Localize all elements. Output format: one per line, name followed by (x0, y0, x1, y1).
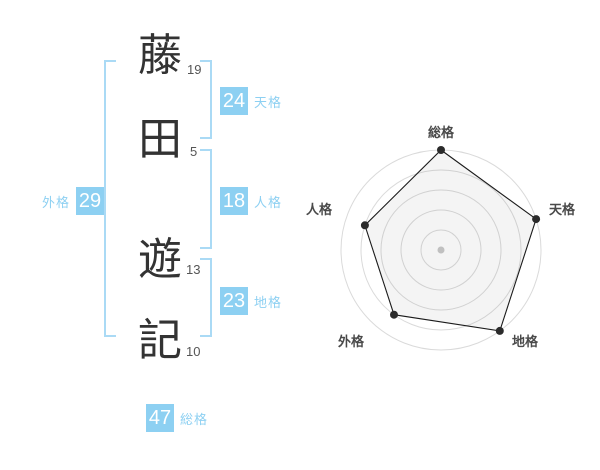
gaikaku-badge: 29 (76, 187, 105, 215)
tenkaku-bracket (200, 60, 212, 139)
radar-grid-ring (360, 169, 522, 331)
name-character: 田 (138, 115, 182, 164)
chikaku-label: 地格 (254, 294, 283, 310)
gaikaku-score: 外格 29 (42, 187, 105, 215)
radar-data-point (532, 215, 541, 224)
stroke-count: 13 (186, 262, 201, 277)
jinkaku-score: 18 人格 (220, 187, 282, 215)
radar-data-point (360, 221, 369, 230)
radar-data-point (390, 310, 398, 319)
radar-axis-label: 外格 (337, 334, 365, 349)
stroke-count: 19 (187, 62, 202, 77)
name-character: 記 (138, 316, 182, 365)
tenkaku-score: 24 天格 (220, 87, 282, 115)
name-character: 藤 (138, 31, 182, 80)
tenkaku-label: 天格 (254, 94, 283, 110)
radar-axis-label: 人格 (306, 202, 333, 217)
radar-grid-ring (380, 189, 502, 311)
soukaku-score: 47 総格 (146, 404, 208, 432)
gaikaku-label: 外格 (42, 194, 71, 210)
chikaku-score: 23 地格 (220, 287, 282, 315)
radar-axis-label: 地格 (512, 334, 539, 349)
chikaku-badge: 23 (220, 287, 248, 315)
soukaku-label: 総格 (180, 411, 209, 427)
stroke-count: 10 (186, 344, 201, 359)
radar-data-point (495, 326, 504, 335)
stroke-count: 5 (190, 144, 198, 159)
radar-data-point (437, 146, 445, 154)
radar-axis-label: 総格 (428, 125, 455, 140)
name-character: 遊 (138, 235, 182, 284)
tenkaku-badge: 24 (220, 87, 248, 115)
radar-axis-label: 天格 (549, 202, 576, 217)
soukaku-badge: 47 (146, 404, 174, 432)
gaikaku-bracket (104, 60, 116, 337)
jinkaku-label: 人格 (254, 194, 283, 210)
radar-center-dot (437, 246, 445, 254)
chikaku-bracket (200, 258, 212, 337)
jinkaku-bracket (200, 149, 212, 249)
radar-data-polygon (364, 149, 537, 332)
jinkaku-badge: 18 (220, 187, 248, 215)
radar-grid-ring (420, 229, 462, 271)
radar-grid-ring (400, 209, 482, 291)
